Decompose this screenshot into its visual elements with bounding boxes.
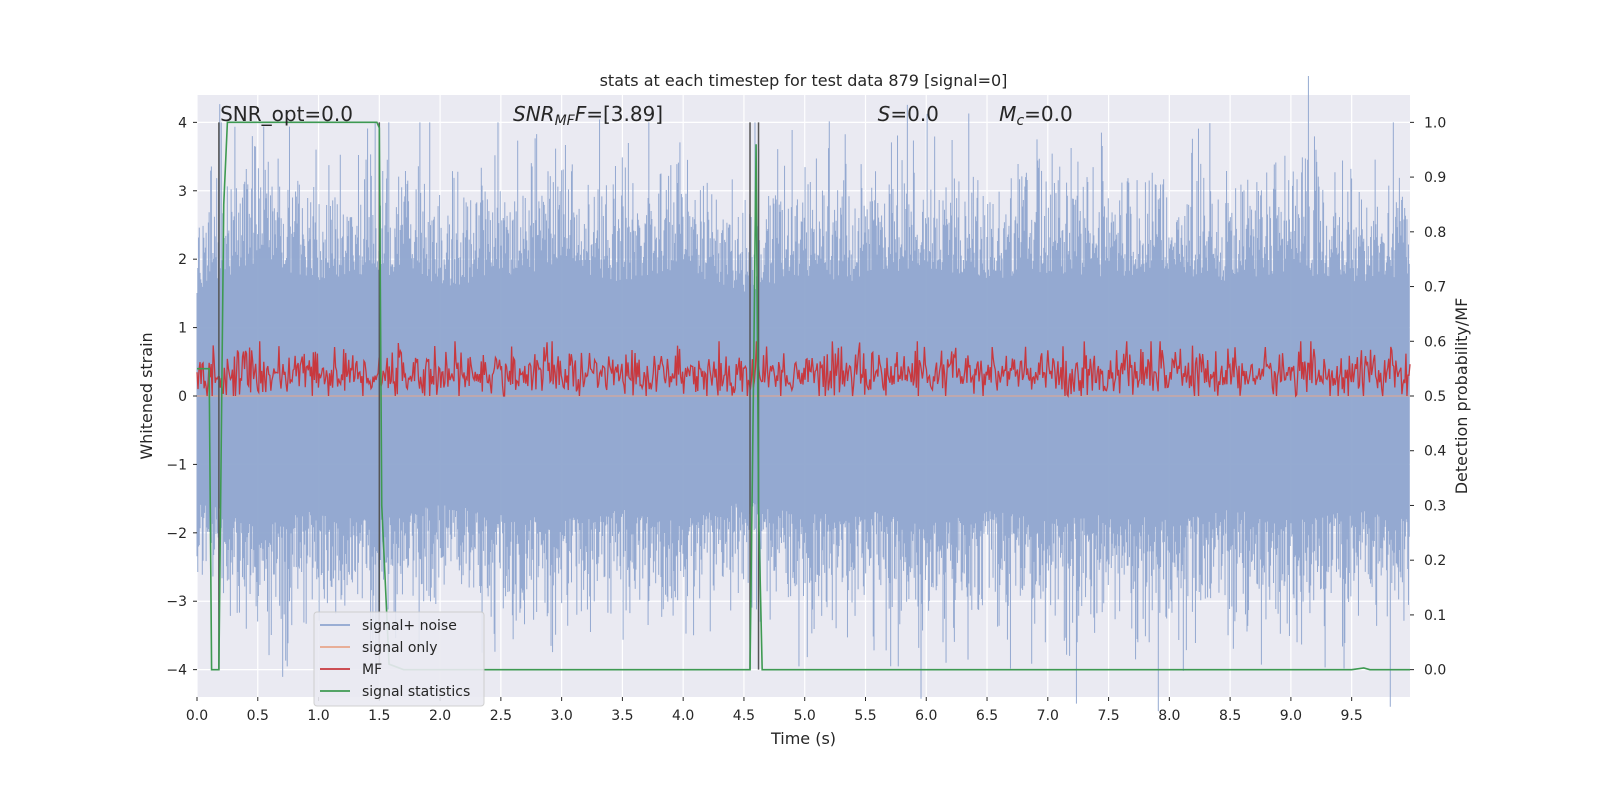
y-right-tick-label: 0.5 <box>1424 389 1446 405</box>
y-right-tick-label: 0.9 <box>1424 170 1446 186</box>
annotation-snr-mf-prefix: SNR <box>513 102 555 126</box>
y-right-tick-label: 0.3 <box>1424 498 1446 514</box>
legend-label: MF <box>362 662 382 678</box>
x-tick-label: 2.0 <box>429 708 451 724</box>
annotation-mc-value: =0.0 <box>1024 102 1073 126</box>
x-axis-label: Time (s) <box>770 729 836 748</box>
legend-label: signal statistics <box>362 684 470 700</box>
y-tick-label: −2 <box>166 526 187 542</box>
annotation-snr-mf-f: F <box>575 102 587 126</box>
x-tick-label: 0.0 <box>186 708 208 724</box>
y-axis-label: Whitened strain <box>137 332 156 459</box>
x-tick-label: 8.5 <box>1219 708 1241 724</box>
x-tick-label: 6.0 <box>915 708 937 724</box>
legend-box <box>313 611 485 707</box>
y-right-tick-label: 0.1 <box>1424 608 1446 624</box>
annotation-snr-mf-sub: MF <box>555 113 576 129</box>
legend-label: signal only <box>362 640 437 656</box>
annotation-snr-mf-value: =[3.89] <box>586 102 663 126</box>
x-tick-label: 9.0 <box>1280 708 1302 724</box>
y-right-tick-label: 0.0 <box>1424 663 1446 679</box>
annotation-mc-sub: c <box>1016 113 1024 129</box>
legend: signal+ noise signal only MF signal statist… <box>313 611 485 707</box>
x-tick-label: 0.5 <box>247 708 269 724</box>
y-right-tick-label: 0.2 <box>1424 553 1446 569</box>
x-tick-label: 1.5 <box>368 708 390 724</box>
x-tick-label: 3.0 <box>550 708 572 724</box>
x-tick-label: 7.5 <box>1097 708 1119 724</box>
y-right-tick-label: 0.7 <box>1424 280 1446 296</box>
legend-label: signal+ noise <box>362 618 457 634</box>
annotation-mc-prefix: M <box>999 102 1016 126</box>
mf-line <box>196 341 1411 398</box>
annotation-s: S=0.0 <box>878 102 939 126</box>
y-tick-label: −3 <box>166 594 187 610</box>
y-axis-label-right: Detection probability/MF <box>1452 298 1471 495</box>
y-tick-label: 2 <box>178 252 187 268</box>
y-tick-label: −1 <box>166 457 187 473</box>
annotation-s-value: =0.0 <box>890 102 939 126</box>
y-tick-label: 3 <box>178 184 187 200</box>
axis-ticks: 0.0 0.5 1.0 1.5 2.0 2.5 3.0 3.5 4.0 4.5 5.0 5.5 6.0 6… <box>166 115 1446 724</box>
x-tick-label: 3.5 <box>611 708 633 724</box>
y-tick-label: −4 <box>166 663 187 679</box>
y-tick-label: 1 <box>178 321 187 337</box>
y-tick-label: 0 <box>178 389 187 405</box>
y-right-tick-label: 0.4 <box>1424 444 1446 460</box>
x-tick-label: 1.0 <box>307 708 329 724</box>
x-tick-label: 8.0 <box>1158 708 1180 724</box>
annotation-snr-mf: SNRMFF=[3.89] <box>513 102 663 129</box>
y-tick-label: 4 <box>178 115 187 131</box>
x-tick-label: 7.0 <box>1037 708 1059 724</box>
x-tick-label: 9.5 <box>1341 708 1363 724</box>
annotation-mc: Mc=0.0 <box>999 102 1073 129</box>
annotation-s-prefix: S <box>878 102 891 126</box>
y-right-tick-label: 0.6 <box>1424 334 1446 350</box>
x-tick-label: 2.5 <box>490 708 512 724</box>
x-tick-label: 5.5 <box>854 708 876 724</box>
y-right-tick-label: 1.0 <box>1424 115 1446 131</box>
x-tick-label: 5.0 <box>794 708 816 724</box>
mf-series <box>196 341 1411 398</box>
x-tick-label: 4.5 <box>733 708 755 724</box>
x-tick-label: 4.0 <box>672 708 694 724</box>
y-right-tick-label: 0.8 <box>1424 225 1446 241</box>
annotation-snr-opt: SNR_opt=0.0 <box>220 102 353 126</box>
x-tick-label: 6.5 <box>976 708 998 724</box>
chart-title: stats at each timestep for test data 879… <box>600 71 1008 90</box>
